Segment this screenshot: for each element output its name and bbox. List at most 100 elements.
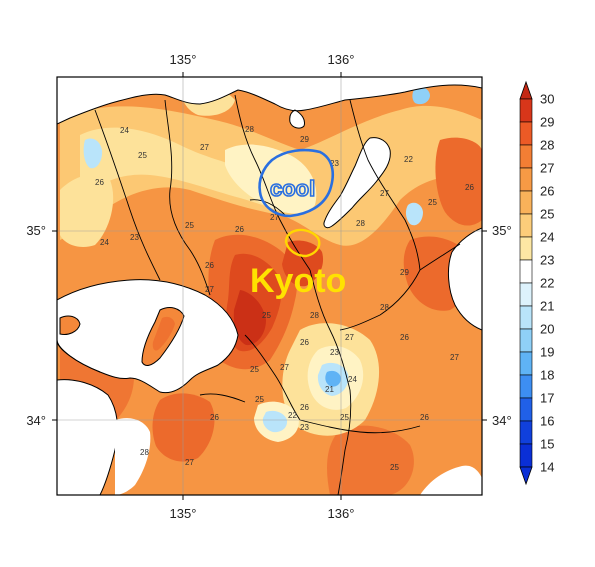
colorbar-label: 30 — [540, 92, 554, 107]
colorbar-segment — [519, 236, 533, 261]
colorbar-label: 15 — [540, 437, 554, 452]
sea-of-japan — [57, 77, 482, 124]
colorbar-label: 25 — [540, 207, 554, 222]
colorbar-label: 17 — [540, 391, 554, 406]
colorbar-top-arrow — [519, 80, 533, 100]
colorbar-segment — [519, 397, 533, 422]
contour-value-label: 27 — [205, 285, 214, 294]
user-annotations: cool Kyoto — [250, 148, 346, 300]
zone-kii-west-20 — [262, 410, 288, 433]
contour-value-label: 25 — [390, 463, 399, 472]
contour-value-label: 26 — [400, 333, 409, 342]
lon-tick-bottom-136: 136° — [328, 506, 355, 521]
zone-east-cool — [405, 202, 423, 226]
colorbar-segment — [519, 121, 533, 146]
colorbar-segment — [519, 282, 533, 307]
cool-annotation-text: cool — [270, 176, 315, 201]
contour-value-label: 23 — [130, 233, 139, 242]
zone-northwest-cool — [83, 138, 103, 169]
south-pacific — [420, 465, 482, 495]
contour-value-label: 27 — [270, 213, 279, 222]
axis-labels: 135° 136° 135° 136° 35° 34° 35° 34° — [26, 52, 511, 521]
colorbar-label: 22 — [540, 276, 554, 291]
contour-value-label: 26 — [205, 261, 214, 270]
colorbar-label: 26 — [540, 184, 554, 199]
colorbar-segment — [519, 213, 533, 238]
colorbar-segment — [519, 420, 533, 445]
contour-value-label: 25 — [428, 198, 437, 207]
colorbar-segment — [519, 328, 533, 353]
kii-channel-east — [115, 418, 151, 495]
contour-value-label: 23 — [330, 348, 339, 357]
contour-value-label: 25 — [185, 221, 194, 230]
contour-value-label: 24 — [100, 238, 109, 247]
contour-value-label: 26 — [420, 413, 429, 422]
contour-value-label: 26 — [300, 338, 309, 347]
zone-kii-18 — [325, 370, 341, 387]
colorbar-label: 18 — [540, 368, 554, 383]
contour-value-label: 27 — [380, 189, 389, 198]
colorbar-segment — [519, 144, 533, 169]
contour-value-label: 27 — [450, 353, 459, 362]
colorbar-label: 24 — [540, 230, 554, 245]
colorbar-label: 28 — [540, 138, 554, 153]
lon-tick-top-135: 135° — [170, 52, 197, 67]
contour-value-label: 26 — [300, 403, 309, 412]
contour-value-label: 24 — [120, 126, 129, 135]
colorbar-label: 27 — [540, 161, 554, 176]
contour-value-label: 25 — [138, 151, 147, 160]
colorbar-segment — [519, 351, 533, 376]
lat-tick-right-35: 35° — [492, 223, 512, 238]
colorbar-label: 20 — [540, 322, 554, 337]
colorbar-segment — [519, 305, 533, 330]
colorbar-bottom-arrow — [519, 466, 533, 486]
colorbar-segment — [519, 374, 533, 399]
contour-value-label: 25 — [340, 413, 349, 422]
graticule — [57, 77, 482, 495]
zone-osaka-plain-29 — [233, 290, 266, 346]
contour-value-label: 23 — [300, 423, 309, 432]
prefecture-boundaries — [94, 94, 461, 495]
contour-value-label: 27 — [185, 458, 194, 467]
lon-tick-bottom-135: 135° — [170, 506, 197, 521]
contour-value-label: 28 — [245, 125, 254, 134]
contour-value-label: 22 — [404, 155, 413, 164]
contour-value-label: 26 — [210, 413, 219, 422]
colorbar: 30 29 28 27 26 25 24 23 22 21 20 19 18 17 16 15 14 — [519, 80, 554, 486]
colorbar-segment — [519, 259, 533, 284]
contour-value-label: 28 — [310, 311, 319, 320]
contour-value-label: 26 — [95, 178, 104, 187]
contour-value-label: 25 — [250, 365, 259, 374]
lon-tick-top-136: 136° — [328, 52, 355, 67]
zone-ise-28 — [435, 137, 482, 226]
contour-value-label: 25 — [262, 311, 271, 320]
colorbar-segment — [519, 443, 533, 468]
contour-value-label: 23 — [330, 159, 339, 168]
colorbar-label: 29 — [540, 115, 554, 130]
colorbar-label: 23 — [540, 253, 554, 268]
lat-tick-left-34: 34° — [26, 413, 46, 428]
contour-value-label: 26 — [465, 183, 474, 192]
contour-value-label: 28 — [380, 303, 389, 312]
tsuruga-bay — [289, 109, 305, 129]
lake-biwa — [323, 137, 391, 229]
colorbar-segment — [519, 190, 533, 215]
cool-annotation-circle — [258, 148, 334, 218]
colorbar-label: 16 — [540, 414, 554, 429]
colorbar-segment — [519, 167, 533, 192]
frame-ticks — [52, 72, 487, 500]
colorbar-label: 19 — [540, 345, 554, 360]
zone-wakayama-hot — [152, 393, 215, 462]
zone-tamba-23 — [225, 144, 317, 214]
contour-value-label: 28 — [140, 448, 149, 457]
coastline — [57, 84, 482, 373]
kyoto-marker-circle — [284, 228, 321, 258]
zone-north-cool-2 — [412, 86, 430, 105]
colorbar-label: 14 — [540, 460, 554, 475]
kyoto-label: Kyoto — [250, 262, 346, 300]
contour-value-label: 27 — [200, 143, 209, 152]
contour-value-label: 21 — [325, 385, 334, 394]
